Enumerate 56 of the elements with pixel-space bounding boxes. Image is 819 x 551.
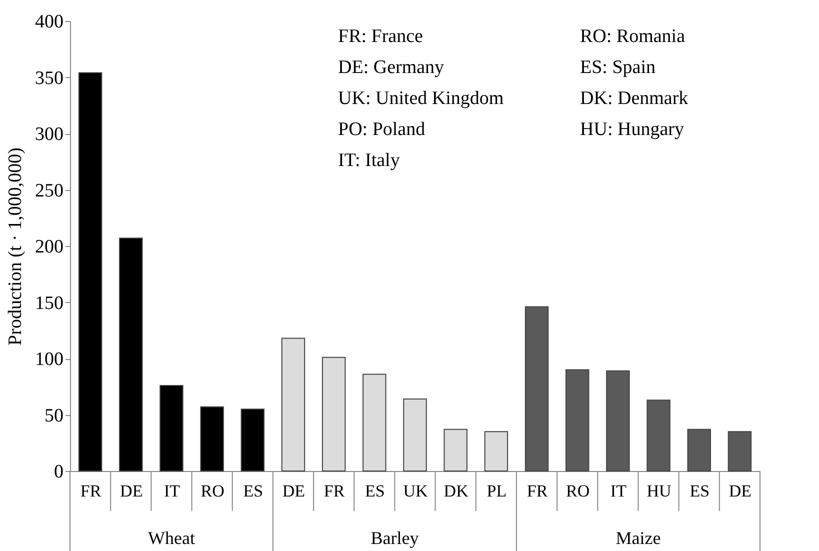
x-tick-label: UK: [403, 482, 428, 500]
bar: [78, 72, 102, 472]
annotation: DE: Germany: [338, 57, 445, 78]
bar: [524, 306, 549, 472]
y-tick-label: 150: [35, 292, 64, 314]
x-tick-label: DK: [444, 482, 470, 500]
x-tick-label: IT: [164, 482, 181, 500]
y-tick-label: 200: [35, 236, 64, 258]
bar: [484, 431, 508, 472]
text: Wheat: [148, 528, 195, 548]
annotation: FR: France: [338, 26, 423, 47]
bar: [119, 238, 143, 472]
x-tick-label: FR: [80, 482, 102, 500]
x-tick-label: RO: [200, 482, 224, 500]
bar: [728, 431, 752, 472]
x-tick-label: PL: [486, 482, 507, 500]
x-tick-label: DE: [282, 482, 306, 500]
bar: [322, 356, 346, 472]
annotation: PO: Poland: [338, 119, 426, 140]
bar: [160, 385, 184, 472]
x-tick-label: HU: [646, 482, 672, 500]
bar: [362, 374, 386, 472]
y-axis-title: Production (t · 1,000,000): [5, 148, 26, 346]
bar: [687, 428, 711, 472]
text: Maize: [616, 528, 661, 548]
x-tick-label: ES: [690, 482, 710, 500]
annotation: UK: United Kingdom: [338, 88, 504, 109]
bar: [281, 338, 306, 472]
y-tick-label: 50: [44, 405, 64, 426]
x-tick-label: FR: [526, 482, 548, 500]
annotation: ES: Spain: [580, 57, 656, 78]
bar: [200, 406, 224, 472]
bar: [606, 370, 630, 472]
x-tick-label: ES: [364, 482, 385, 500]
y-tick-label: 400: [35, 12, 64, 32]
annotation: DK: Denmark: [580, 88, 689, 109]
x-tick-label: DE: [120, 482, 143, 500]
annotation: IT: Italy: [338, 150, 400, 171]
y-tick-label: 300: [35, 124, 64, 145]
annotation: RO: Romania: [580, 26, 686, 47]
x-tick-label: DE: [728, 482, 752, 500]
x-tick-label: IT: [610, 482, 628, 500]
y-tick-label: 0: [54, 462, 64, 482]
x-tick-label: ES: [243, 482, 264, 500]
bar: [444, 428, 468, 472]
annotation: HU: Hungary: [580, 119, 684, 140]
y-tick-label: 350: [35, 68, 64, 89]
bar: [646, 400, 670, 472]
x-tick-label: RO: [566, 482, 590, 500]
x-tick-label: FR: [324, 482, 346, 500]
text: Barley: [370, 528, 419, 548]
bar: [403, 398, 427, 472]
y-tick-label: 250: [35, 180, 64, 202]
bar: [240, 408, 265, 472]
y-tick-label: 100: [35, 349, 64, 370]
bar: [565, 369, 590, 472]
